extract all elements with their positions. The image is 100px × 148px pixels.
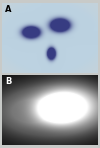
Text: B: B — [5, 77, 11, 86]
Text: A: A — [5, 5, 11, 14]
